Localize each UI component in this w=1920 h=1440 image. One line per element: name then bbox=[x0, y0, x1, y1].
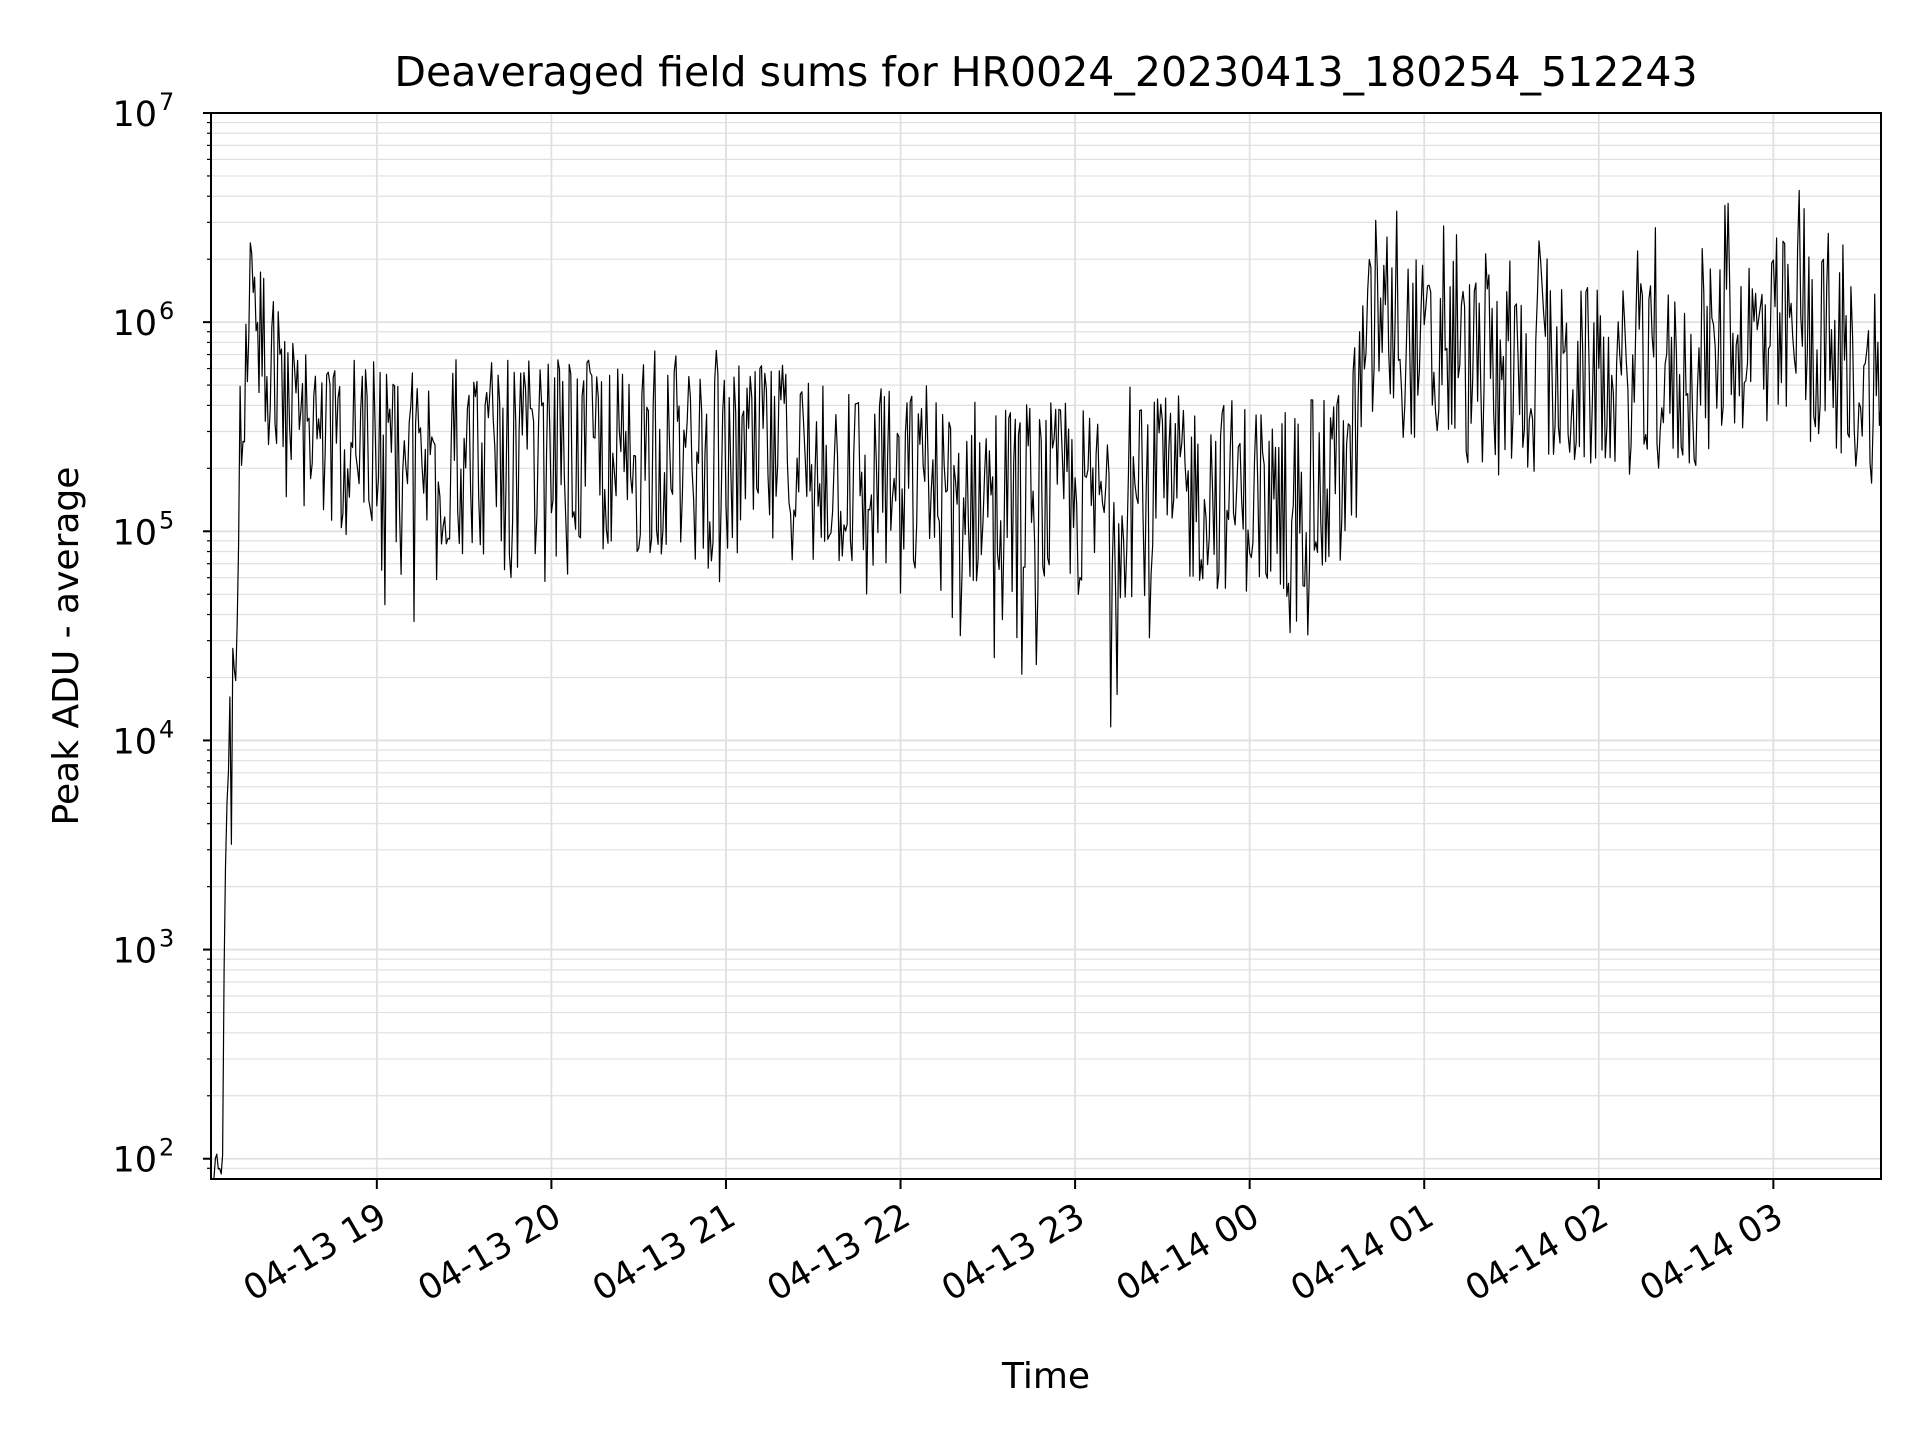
y-tick-label-0: 10 bbox=[112, 1141, 157, 1181]
y-tick-exponent-1: 3 bbox=[159, 925, 174, 953]
x-axis-label: Time bbox=[1001, 1356, 1090, 1397]
y-tick-exponent-2: 4 bbox=[159, 715, 174, 743]
y-tick-label-1: 10 bbox=[112, 932, 157, 972]
series-group bbox=[213, 189, 1882, 1180]
y-tick-exponent-3: 5 bbox=[159, 506, 174, 534]
chart-title: Deaveraged field sums for HR0024_2023041… bbox=[394, 48, 1697, 96]
y-tick-label-2: 10 bbox=[112, 722, 157, 762]
y-tick-exponent-4: 6 bbox=[159, 297, 174, 325]
y-tick-label-5: 10 bbox=[112, 95, 157, 135]
series-line-0 bbox=[213, 189, 1882, 1180]
y-axis-label: Peak ADU - average bbox=[46, 467, 87, 826]
y-tick-label-3: 10 bbox=[112, 513, 157, 553]
plot-area-frame bbox=[210, 112, 1882, 1180]
y-tick-exponent-0: 2 bbox=[159, 1134, 174, 1162]
y-tick-label-4: 10 bbox=[112, 304, 157, 344]
y-tick-exponent-5: 7 bbox=[159, 88, 174, 116]
